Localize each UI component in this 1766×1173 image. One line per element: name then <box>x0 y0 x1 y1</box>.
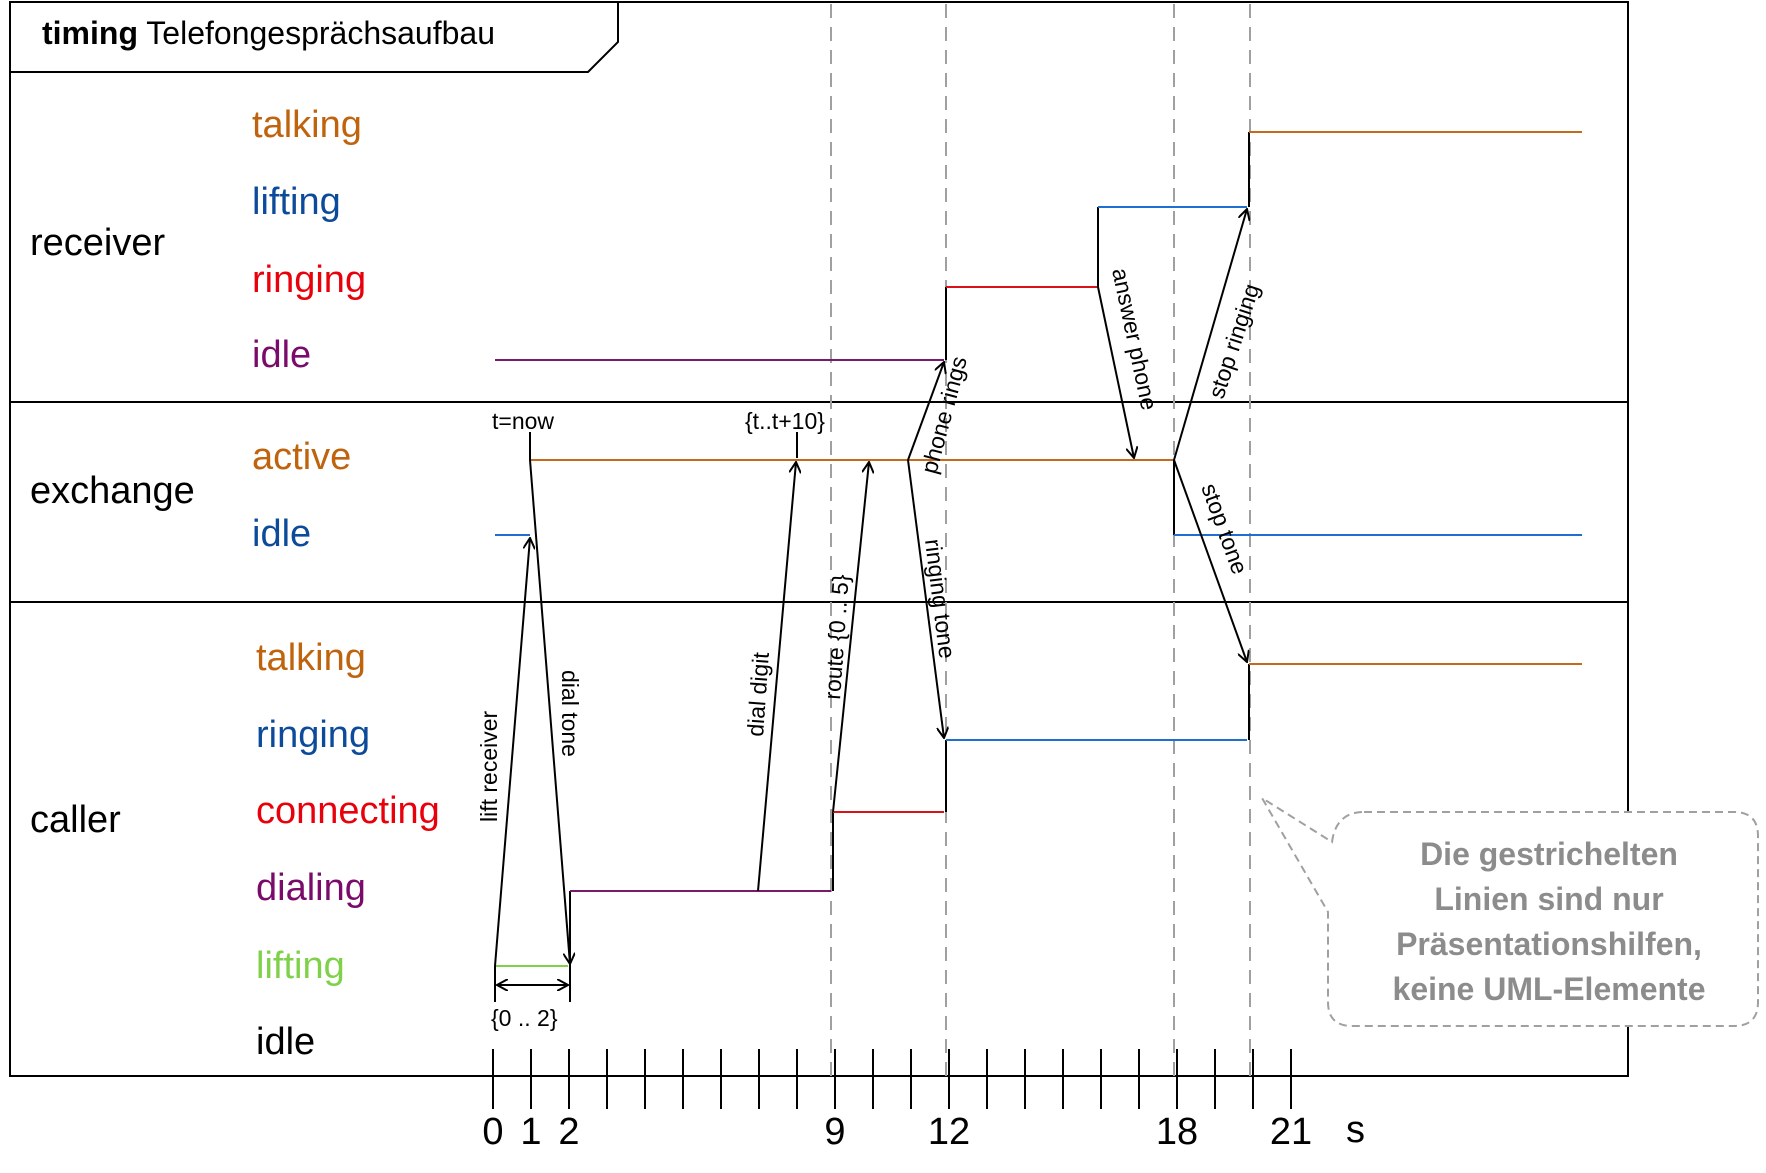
caller-state-connecting: connecting <box>256 790 440 832</box>
message-stop-tone-label: stop tone <box>1196 480 1253 578</box>
message-stop-ringing-label: stop ringing <box>1203 280 1264 401</box>
message-answer-phone-label: answer phone <box>1107 266 1162 413</box>
time-axis-label: 12 <box>928 1111 970 1153</box>
dashed-guide-lines <box>830 4 1251 1076</box>
constraint-lift-duration: {0 .. 2} <box>491 1005 558 1031</box>
caller-state-lifting: lifting <box>256 945 345 987</box>
receiver-state-ringing: ringing <box>252 259 366 301</box>
receiver-state-lifting: lifting <box>252 181 341 223</box>
caller-timeline <box>495 663 1582 967</box>
time-axis-label: 2 <box>558 1111 579 1153</box>
duration-constraint <box>494 966 571 1002</box>
note-line-4: keine UML-Elemente <box>1393 971 1706 1007</box>
receiver-state-talking: talking <box>252 104 362 146</box>
message-answer-phone-arrow <box>1097 286 1134 458</box>
note-bubble <box>1261 797 1759 1027</box>
time-axis-label: 1 <box>520 1111 541 1153</box>
frame-name: Telefongesprächsaufbau <box>146 15 495 51</box>
exchange-state-active: active <box>252 436 351 478</box>
caller-state-dialing: dialing <box>256 867 366 909</box>
caller-state-talking: talking <box>256 637 366 679</box>
lifeline-name-caller: caller <box>30 799 121 841</box>
time-axis-label: 0 <box>482 1111 503 1153</box>
note-callout: Die gestrichelten Linien sind nur Präsen… <box>1261 797 1759 1027</box>
time-axis-label: 18 <box>1156 1111 1198 1153</box>
frame-keyword: timing <box>42 15 138 51</box>
message-stop-tone-arrow <box>1173 459 1247 662</box>
lifeline-name-receiver: receiver <box>30 222 165 264</box>
note-line-2: Linien sind nur <box>1434 881 1663 917</box>
message-lift-receiver-label: lift receiver <box>476 710 502 822</box>
time-axis-labels: 0 1 2 9 12 18 21 <box>482 1111 1312 1153</box>
note-line-1: Die gestrichelten <box>1420 836 1678 872</box>
message-route-label: route {0 .. 5} <box>819 573 854 700</box>
receiver-state-idle: idle <box>252 334 311 376</box>
message-dial-tone-label: dial tone <box>557 670 583 757</box>
note-line-3: Präsentationshilfen, <box>1396 926 1702 962</box>
exchange-timeline <box>495 459 1582 536</box>
caller-state-idle: idle <box>256 1021 315 1063</box>
message-phone-rings-arrow <box>907 362 944 461</box>
message-dial-digit-arrow <box>757 462 796 892</box>
constraint-t-now: t=now <box>492 408 554 434</box>
message-ringing-tone-arrow <box>907 459 944 738</box>
frame-title-tab <box>9 1 619 73</box>
message-lift-receiver-arrow <box>494 538 530 967</box>
message-route-arrow <box>832 462 869 813</box>
exchange-state-idle: idle <box>252 513 311 555</box>
diagram-frame <box>9 1 1629 1077</box>
receiver-timeline <box>495 131 1582 361</box>
constraint-t-window: {t..t+10} <box>745 408 825 434</box>
message-dial-digit-label: dial digit <box>742 651 774 738</box>
time-axis-unit: s <box>1346 1109 1365 1151</box>
time-axis-label: 21 <box>1270 1111 1312 1153</box>
message-arrows <box>494 209 1247 967</box>
message-stop-ringing-arrow <box>1173 209 1247 461</box>
message-dial-tone-arrow <box>529 459 570 964</box>
lifeline-name-exchange: exchange <box>30 470 195 512</box>
time-axis-ticks <box>492 1049 1292 1109</box>
frame-title: timing Telefongesprächsaufbau <box>42 15 495 51</box>
caller-state-ringing: ringing <box>256 714 370 756</box>
time-axis-label: 9 <box>824 1111 845 1153</box>
